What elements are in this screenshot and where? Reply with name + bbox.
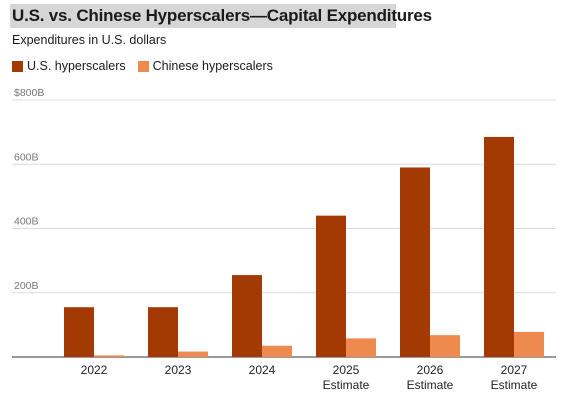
- y-tick-label: 600B: [14, 151, 39, 163]
- bar-china: [346, 338, 376, 357]
- legend-item-us: U.S. hyperscalers: [12, 59, 126, 73]
- x-tick-label: 2026: [417, 363, 444, 377]
- bar-us: [148, 307, 178, 357]
- x-tick-label: Estimate: [491, 378, 538, 392]
- x-tick-label: 2027: [501, 363, 528, 377]
- legend-swatch-china: [137, 60, 149, 72]
- x-tick-label: 2023: [165, 363, 192, 377]
- chart-title: U.S. vs. Chinese Hyperscalers—Capital Ex…: [10, 4, 432, 28]
- legend-label-us: U.S. hyperscalers: [27, 59, 126, 73]
- bar-china: [514, 331, 544, 357]
- bar-us: [64, 307, 94, 357]
- bar-us: [400, 167, 430, 357]
- x-tick-label: 2025: [333, 363, 360, 377]
- bar-china: [178, 351, 208, 357]
- x-tick-label: 2022: [81, 363, 108, 377]
- bar-us: [232, 275, 262, 357]
- y-tick-label: $800B: [14, 87, 44, 99]
- bar-china: [262, 345, 292, 357]
- bar-china: [430, 335, 460, 357]
- legend-label-china: Chinese hyperscalers: [152, 59, 273, 73]
- chart-legend: U.S. hyperscalers Chinese hyperscalers: [12, 59, 285, 73]
- bar-us: [484, 136, 514, 357]
- bar-china: [94, 355, 124, 357]
- y-tick-label: 400B: [14, 216, 39, 228]
- y-tick-label: 200B: [14, 280, 39, 292]
- x-tick-label: Estimate: [407, 378, 454, 392]
- bar-us: [316, 215, 346, 357]
- chart-subtitle: Expenditures in U.S. dollars: [12, 33, 167, 47]
- x-tick-label: 2024: [249, 363, 276, 377]
- legend-swatch-us: [12, 60, 23, 72]
- legend-item-china: Chinese hyperscalers: [137, 59, 273, 73]
- x-tick-label: Estimate: [323, 378, 370, 392]
